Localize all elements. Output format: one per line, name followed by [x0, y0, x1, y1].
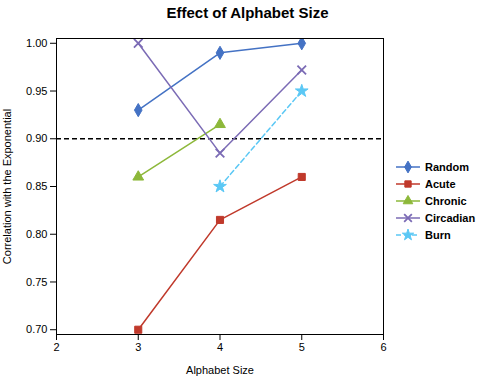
svg-text:5: 5 [299, 341, 305, 353]
html-text:Chronic: Chronic [425, 195, 467, 207]
svg-text:0.85: 0.85 [26, 180, 47, 192]
svg-text:0.90: 0.90 [26, 132, 47, 144]
svg-text:Correlation with the Exponenti: Correlation with the Exponential [1, 109, 13, 264]
svg-text:3: 3 [135, 341, 141, 353]
html-text:Effect of Alphabet Size: Effect of Alphabet Size [166, 4, 329, 21]
html-text:Circadian: Circadian [425, 212, 476, 224]
svg-text:Alphabet Size: Alphabet Size [186, 364, 254, 376]
svg-text:0.95: 0.95 [26, 85, 47, 97]
svg-text:1.00: 1.00 [26, 37, 47, 49]
svg-text:0.75: 0.75 [26, 276, 47, 288]
svg-text:6: 6 [380, 341, 386, 353]
html-text:Acute: Acute [425, 178, 456, 190]
svg-text:2: 2 [53, 341, 59, 353]
svg-text:4: 4 [217, 341, 223, 353]
html-text:Random: Random [425, 161, 469, 173]
html-text:Burn: Burn [425, 229, 451, 241]
svg-text:0.80: 0.80 [26, 228, 47, 240]
svg-text:0.70: 0.70 [26, 323, 47, 335]
